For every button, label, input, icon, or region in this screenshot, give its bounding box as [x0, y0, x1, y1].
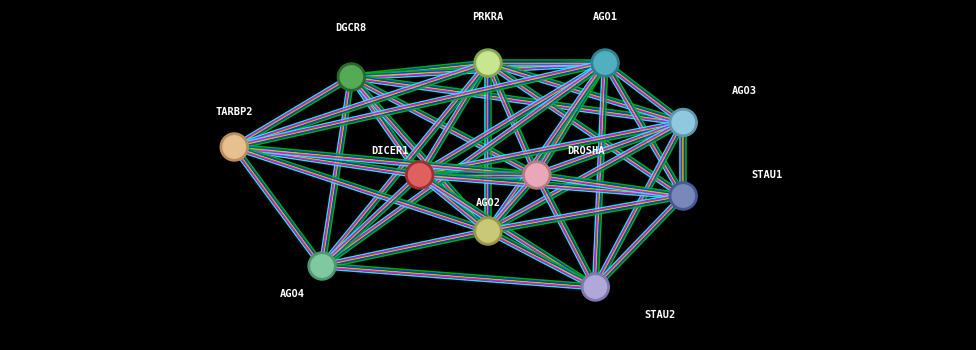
- Text: DROSHA: DROSHA: [567, 146, 604, 155]
- Circle shape: [591, 49, 619, 77]
- Circle shape: [582, 273, 609, 301]
- Circle shape: [672, 111, 694, 134]
- Text: AGO4: AGO4: [280, 289, 305, 299]
- Circle shape: [406, 161, 433, 189]
- Text: STAU1: STAU1: [752, 170, 783, 180]
- Text: AGO1: AGO1: [592, 13, 618, 22]
- Circle shape: [672, 185, 694, 207]
- Text: AGO3: AGO3: [732, 86, 757, 96]
- Text: DGCR8: DGCR8: [336, 23, 367, 33]
- Text: DICER1: DICER1: [372, 146, 409, 155]
- Circle shape: [477, 220, 499, 242]
- Circle shape: [338, 63, 365, 91]
- Circle shape: [670, 108, 697, 136]
- Circle shape: [308, 252, 336, 280]
- Circle shape: [409, 164, 430, 186]
- Circle shape: [526, 164, 548, 186]
- Circle shape: [341, 66, 362, 88]
- Circle shape: [670, 182, 697, 210]
- Text: PRKRA: PRKRA: [472, 13, 504, 22]
- Circle shape: [477, 52, 499, 74]
- Circle shape: [585, 276, 606, 298]
- Circle shape: [523, 161, 550, 189]
- Text: TARBP2: TARBP2: [216, 107, 253, 117]
- Circle shape: [311, 255, 333, 277]
- Text: STAU2: STAU2: [644, 310, 675, 320]
- Text: AGO2: AGO2: [475, 198, 501, 208]
- Circle shape: [474, 217, 502, 245]
- Circle shape: [224, 136, 245, 158]
- Circle shape: [474, 49, 502, 77]
- Circle shape: [221, 133, 248, 161]
- Circle shape: [594, 52, 616, 74]
